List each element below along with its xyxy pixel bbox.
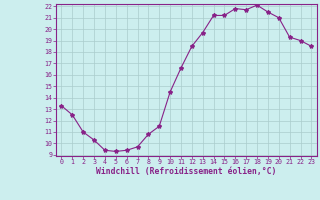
X-axis label: Windchill (Refroidissement éolien,°C): Windchill (Refroidissement éolien,°C) [96, 167, 276, 176]
